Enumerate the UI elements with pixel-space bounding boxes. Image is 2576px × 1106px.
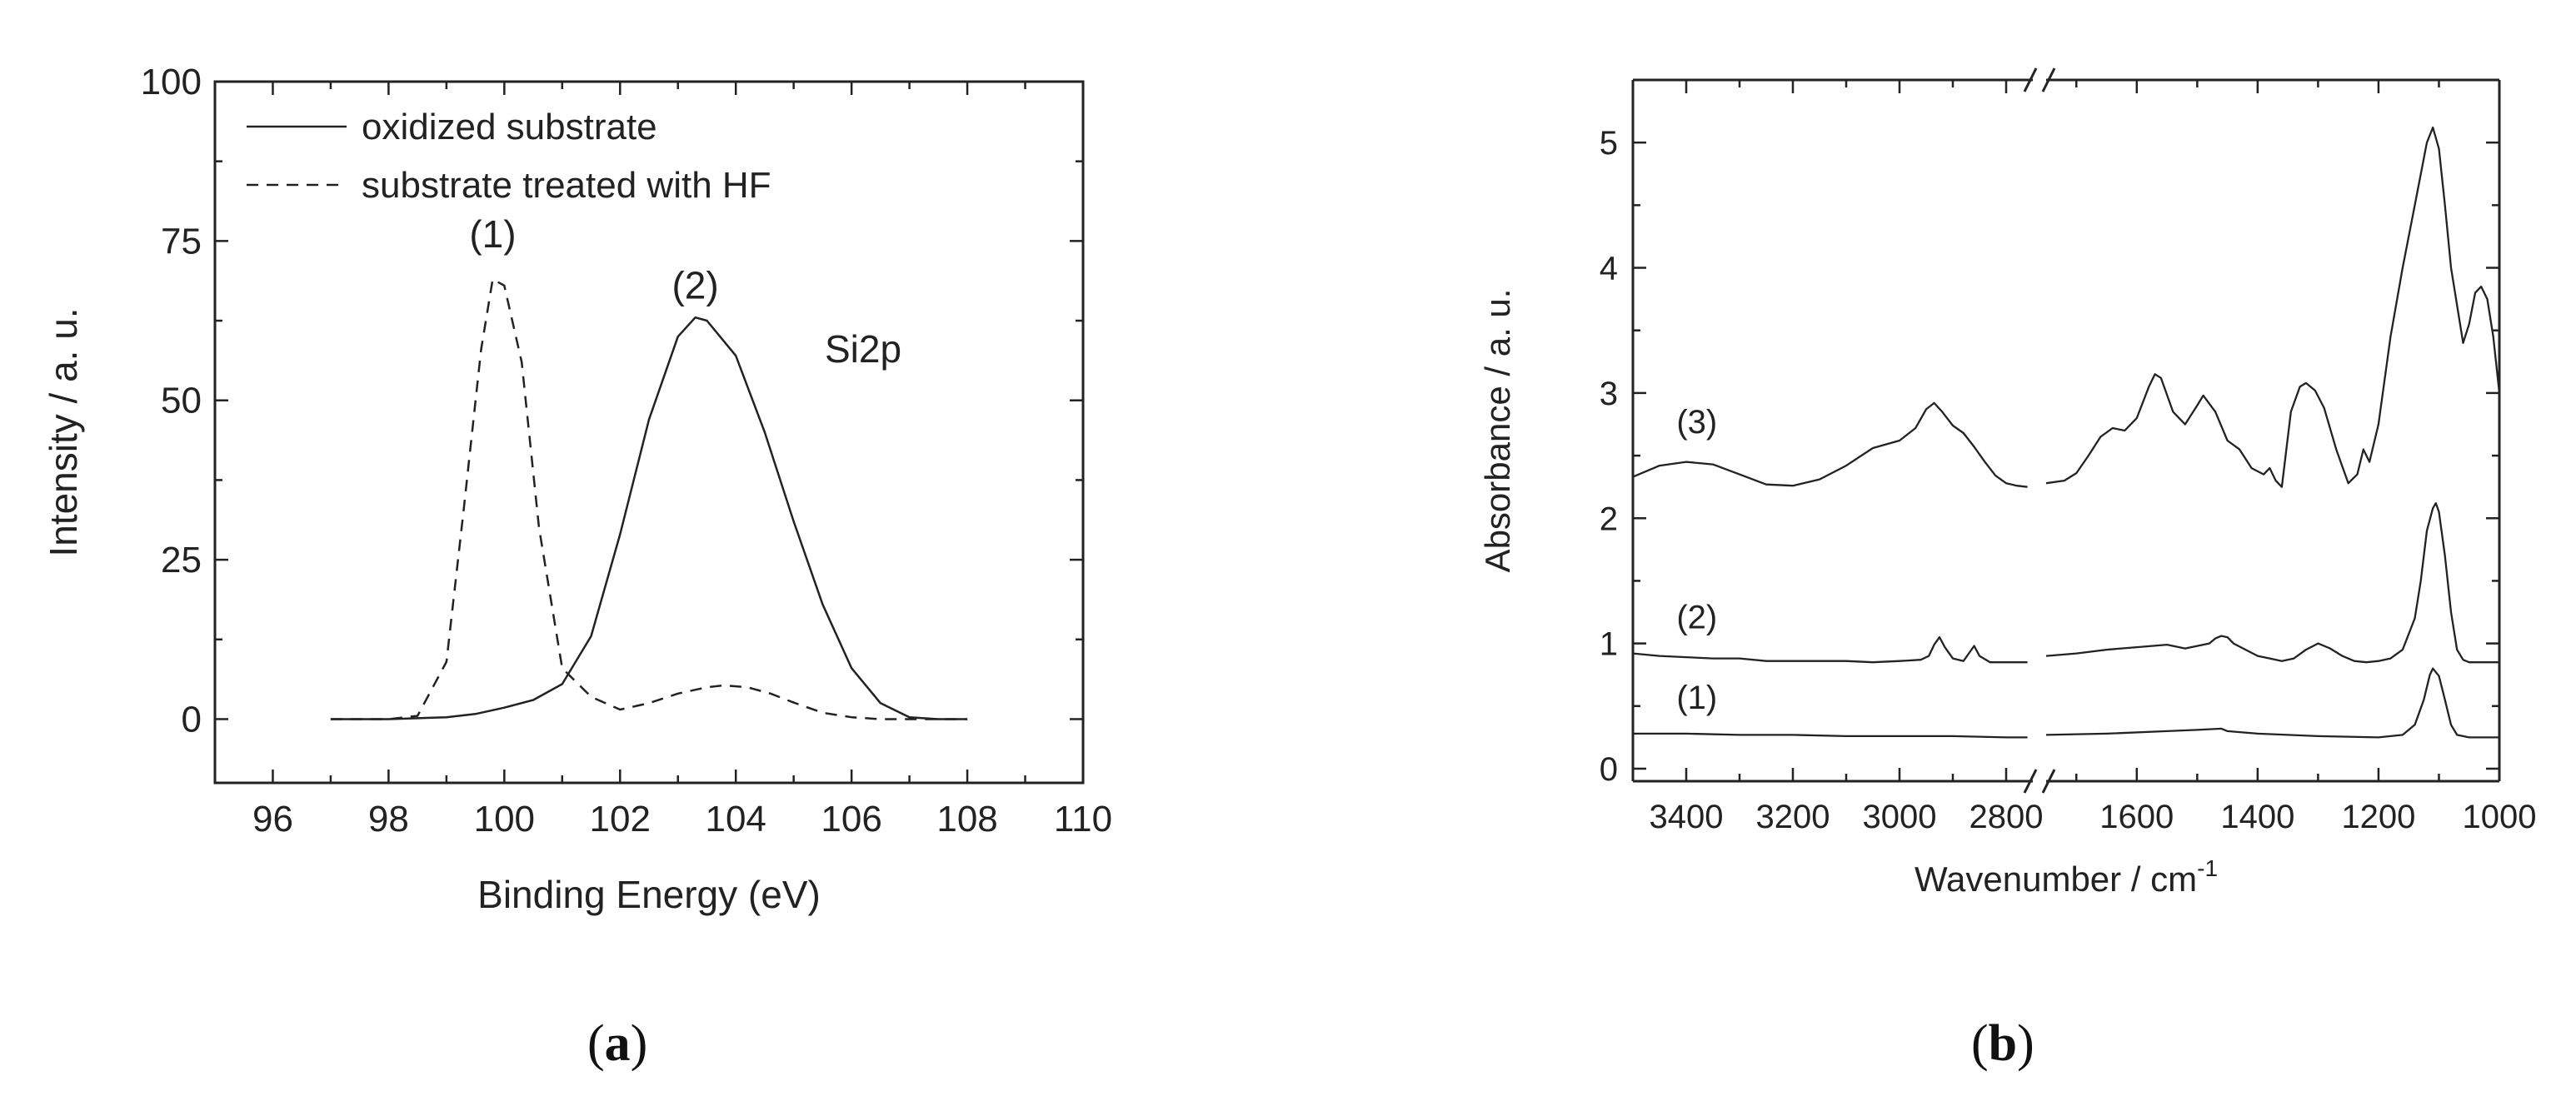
y-tick-label: 75 [161, 221, 202, 262]
x-tick-label: 98 [368, 799, 409, 839]
x-tick-label: 102 [590, 799, 651, 839]
y-tick-label: 4 [1600, 251, 1618, 287]
y-axis-label: Absorbance / a. u. [1478, 289, 1517, 573]
x-axis-label: Binding Energy (eV) [477, 873, 821, 916]
y-tick-label: 50 [161, 381, 202, 421]
x-tick-label: 96 [252, 799, 293, 839]
y-tick-label: 0 [182, 699, 202, 740]
axis-break-mark-bottom [2041, 769, 2056, 794]
y-tick-label: 0 [1600, 751, 1618, 788]
panel-a-letter: a [604, 1015, 631, 1072]
series-hf-line [330, 278, 968, 720]
series-line-1 [2045, 667, 2499, 739]
y-tick-label: 100 [141, 62, 202, 102]
x-tick-label: 110 [1054, 799, 1112, 839]
x-tick-label: 100 [474, 799, 535, 839]
panel-b-label: (b) [1971, 1015, 2034, 1072]
x-axis-label-superscript: -1 [2197, 855, 2218, 881]
series-line-3 [2045, 126, 2501, 488]
y-tick-label: 5 [1600, 125, 1618, 162]
axis-break-mark-bottom [2023, 769, 2038, 794]
series-label: (2) [1676, 600, 1717, 636]
panel-a-chart: 96 98 100 102 104 106 108 110 0 25 50 75 100 Binding … [42, 62, 1112, 916]
series-label: (1) [1676, 680, 1717, 716]
x-tick-label: 3200 [1756, 799, 1830, 835]
plot-frame [213, 80, 1085, 785]
x-axis-label: Wavenumber / cm-1 [1915, 855, 2218, 899]
legend-label: substrate treated with HF [362, 165, 771, 206]
x-tick-label: 106 [821, 799, 881, 839]
x-tick-label: 1400 [2220, 799, 2294, 835]
panel-b-letter: b [1988, 1015, 2018, 1072]
annotation-label: (1) [469, 212, 516, 256]
series-line-2 [2045, 502, 2499, 664]
x-tick-label: 2800 [1969, 799, 2044, 835]
y-tick-label: 3 [1600, 376, 1618, 412]
panel-b-chart: 3400 3200 3000 2800 1600 1400 1200 1000 0 1 2 3 4 5 Wa… [1478, 67, 2537, 899]
x-tick-label: 1600 [2099, 799, 2174, 835]
panel-a-label: (a) [587, 1015, 648, 1072]
y-tick-label: 25 [161, 540, 202, 580]
x-tick-label: 108 [936, 799, 997, 839]
x-tick-label: 1200 [2341, 799, 2415, 835]
y-axis-label: Intensity / a. u. [42, 307, 85, 556]
series-label: (3) [1676, 404, 1717, 441]
annotation-label: (2) [671, 263, 718, 306]
y-tick-label: 1 [1600, 626, 1618, 663]
y-tick-label: 2 [1600, 501, 1618, 537]
legend-label: oxidized substrate [362, 107, 657, 147]
series-line-3 [1632, 401, 2028, 488]
x-tick-label: 104 [705, 799, 766, 839]
x-tick-label: 3400 [1650, 799, 1724, 835]
series-line-1 [1633, 732, 2028, 739]
axis-break-mark-top [2041, 67, 2056, 92]
annotation-label: Si2p [825, 327, 901, 371]
series-line-2 [1632, 635, 2028, 664]
x-tick-label: 1000 [2463, 799, 2537, 835]
series-oxidized-line [330, 316, 968, 720]
x-tick-label: 3000 [1863, 799, 1937, 835]
x-axis-label-text: Wavenumber / cm [1915, 859, 2197, 899]
axis-break-mark-top [2023, 67, 2038, 92]
